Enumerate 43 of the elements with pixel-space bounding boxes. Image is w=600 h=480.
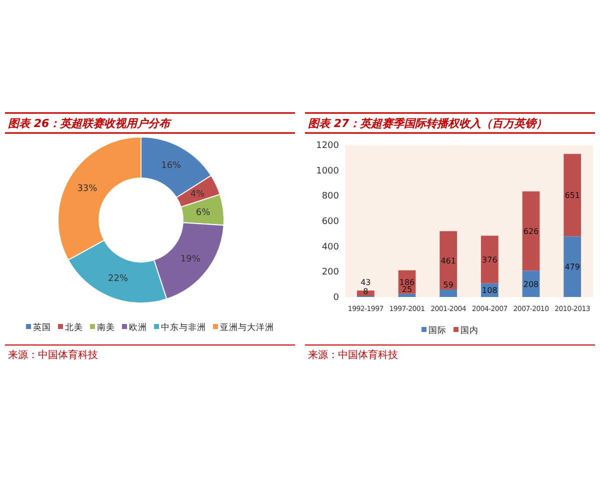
legend-label: 国内: [460, 325, 478, 336]
source-note: 来源：中国体育科技: [308, 349, 398, 361]
y-tick-label: 200: [322, 268, 340, 278]
data-label: 59: [443, 280, 454, 290]
legend-label: 英国: [33, 322, 51, 333]
y-tick-label: 0: [333, 293, 340, 303]
bar: [440, 290, 458, 297]
legend-label: 欧洲: [129, 322, 147, 333]
y-tick-label: 400: [322, 242, 340, 252]
data-label: 33%: [77, 184, 98, 194]
data-label: 461: [440, 256, 456, 266]
bar: [440, 231, 458, 290]
legend-label: 北美: [65, 322, 83, 333]
y-tick-label: 800: [322, 192, 340, 202]
bar: [564, 236, 582, 297]
bar: [398, 294, 416, 297]
data-label: 626: [523, 227, 539, 236]
bar: [564, 154, 582, 236]
legend-label: 南美: [97, 322, 115, 333]
data-label: 479: [564, 262, 580, 272]
data-label: 43: [360, 278, 371, 287]
source-note: 来源：中国体育科技: [8, 349, 98, 361]
data-label: 25: [402, 284, 412, 294]
bar: [522, 191, 540, 271]
data-label: 6%: [196, 208, 211, 218]
legend-label: 亚洲与大洋洲: [220, 322, 274, 333]
y-tick-label: 1000: [316, 166, 340, 176]
data-label: 22%: [108, 274, 128, 284]
legend-label: 国际: [428, 326, 446, 336]
data-label: 4%: [190, 189, 206, 200]
data-label: 19%: [180, 254, 201, 264]
data-label: 108: [482, 286, 498, 296]
data-label: 186: [399, 278, 415, 288]
chart-title: 图表 26：英超联赛收视用户分布: [8, 117, 172, 130]
chart-title: 图表 27：英超赛季国际转播权收入（百万英镑）: [308, 117, 548, 130]
bar: [480, 236, 498, 284]
data-label: 16%: [161, 161, 182, 172]
y-tick-label: 600: [322, 217, 340, 227]
y-tick-label: 1200: [316, 141, 340, 151]
data-label: 208: [523, 280, 539, 289]
data-label: 376: [482, 256, 498, 265]
legend-label: 中东与非洲: [161, 322, 206, 333]
data-label: 651: [564, 191, 580, 200]
